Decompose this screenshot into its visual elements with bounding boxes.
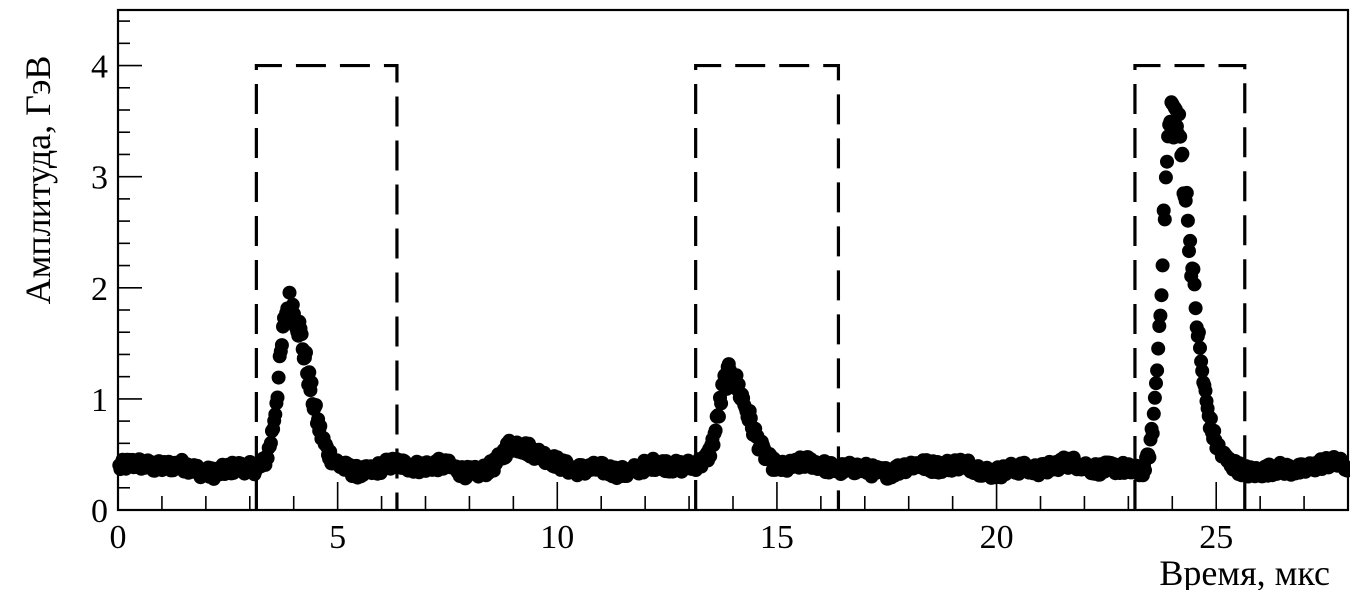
data-point (1155, 258, 1170, 273)
data-point (1153, 308, 1168, 323)
data-point (714, 396, 729, 411)
y-tick-label: 3 (91, 160, 108, 197)
data-point (1150, 363, 1165, 378)
data-point (1182, 244, 1196, 259)
trigger-window (254, 63, 399, 510)
data-point (1142, 450, 1157, 465)
y-tick-label: 4 (91, 49, 108, 86)
data-point (1173, 129, 1188, 144)
data-point (1160, 154, 1174, 169)
data-point (1146, 406, 1161, 421)
data-point (1186, 262, 1201, 277)
data-point (703, 449, 718, 464)
data-point (1145, 426, 1160, 441)
data-point (260, 451, 275, 466)
trigger-window (1133, 63, 1247, 510)
data-point (271, 370, 286, 385)
data-point (706, 438, 721, 452)
data-point (274, 338, 289, 353)
y-axis-title: Амплитуда, ГэВ (18, 56, 58, 305)
data-point (1183, 233, 1198, 248)
y-tick-label: 0 (91, 493, 108, 530)
data-point (1175, 146, 1190, 161)
trigger-windows (254, 63, 1247, 510)
x-tick-label: 25 (1199, 519, 1233, 556)
data-point (263, 436, 278, 450)
x-tick-label: 10 (540, 519, 574, 556)
data-point (1191, 325, 1206, 340)
data-point (1157, 212, 1172, 227)
tick-labels: 0 5 10 15 20 25 0 1 2 3 4 (91, 49, 1233, 556)
data-point (294, 327, 309, 342)
tick-marks (117, 20, 1349, 511)
y-tick-label: 1 (91, 382, 108, 419)
data-point (268, 407, 283, 422)
data-point (1188, 301, 1203, 316)
data-point (1180, 213, 1195, 228)
data-point (1195, 364, 1210, 378)
data-point (1154, 288, 1169, 303)
x-tick-label: 15 (760, 519, 794, 556)
data-point (313, 419, 328, 434)
trigger-window (694, 63, 841, 510)
y-tick-label: 2 (91, 271, 108, 308)
data-point (711, 409, 726, 424)
data-point (304, 375, 319, 390)
data-point (1158, 170, 1173, 185)
data-points (112, 95, 1350, 486)
data-point (1193, 340, 1207, 355)
data-point (1152, 319, 1167, 333)
data-point (270, 390, 285, 405)
x-axis-title: Время, мкс (1159, 553, 1330, 590)
data-point (1149, 376, 1163, 391)
data-point (1172, 107, 1187, 122)
x-tick-label: 20 (980, 519, 1014, 556)
data-point (1151, 341, 1166, 356)
data-point (299, 345, 313, 360)
x-tick-label: 0 (110, 519, 127, 556)
data-point (1203, 411, 1218, 426)
data-point (1187, 277, 1202, 292)
data-point (1198, 383, 1213, 398)
data-point (282, 285, 297, 300)
data-point (1147, 390, 1162, 405)
data-point (308, 398, 323, 413)
data-point (1179, 185, 1194, 200)
x-tick-label: 5 (329, 519, 346, 556)
data-point (1138, 463, 1152, 478)
data-point (708, 423, 723, 438)
